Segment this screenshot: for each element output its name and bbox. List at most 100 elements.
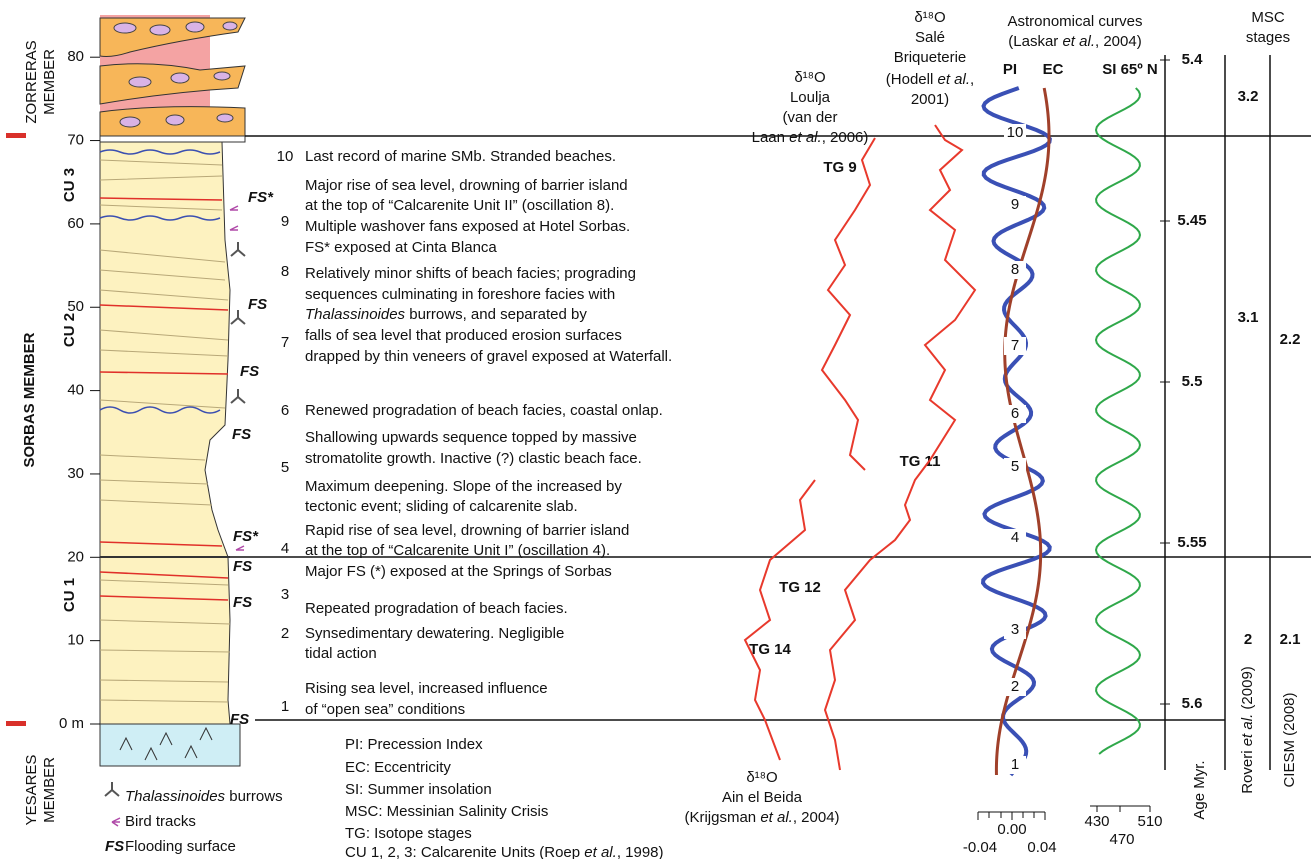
abbreviation-part: , 1998) — [617, 844, 664, 859]
isotope-header-part: (Krijgsman — [684, 809, 760, 826]
isotope-header-part: (Hodell — [886, 71, 938, 88]
isotope-header: (Hodell et al., — [886, 71, 974, 88]
member-label: YESARES — [23, 755, 40, 826]
event-number: 5 — [281, 459, 289, 476]
cycle-number: 4 — [1011, 529, 1019, 546]
pi-axis-label: 0.04 — [1027, 839, 1056, 856]
cycle-number-bg — [1004, 405, 1026, 423]
fs-label: FS — [233, 558, 252, 575]
isotope-stage: TG 12 — [779, 579, 821, 596]
event-text: Last record of marine SMb. Stranded beac… — [305, 148, 616, 165]
isotope-header: 2001) — [911, 91, 949, 108]
curve-name: EC — [1043, 61, 1064, 78]
yesares-column — [99, 723, 241, 767]
height-tick-label: 30 — [67, 465, 84, 482]
cycle-number: 9 — [1011, 196, 1019, 213]
event-text: Thalassinoides burrows, and separated by — [305, 306, 587, 323]
event-text: sequences culminating in foreshore facie… — [305, 286, 615, 303]
cycle-number: 8 — [1011, 261, 1019, 278]
astro-ref: (Laskar et al., 2004) — [1008, 33, 1141, 50]
legend-symbols — [104, 205, 246, 827]
cycle-number-bg — [1004, 621, 1026, 639]
isotope-header: Salé — [915, 29, 945, 46]
abbreviation: TG: Isotope stages — [345, 825, 472, 842]
member-label: MEMBER — [41, 757, 58, 823]
isotope-header-part: et al. — [937, 71, 970, 88]
isotope-header-part: , — [970, 71, 974, 88]
event-number: 9 — [281, 213, 289, 230]
isotope-header: δ¹⁸O — [794, 69, 825, 86]
msc-stage: 2.2 — [1280, 331, 1301, 348]
event-text-part: Thalassinoides — [305, 306, 406, 323]
abbreviation: SI: Summer insolation — [345, 781, 492, 798]
msc-stage: 2.1 — [1280, 631, 1301, 648]
fs-label: FS* — [248, 189, 274, 206]
loulja-curve — [820, 137, 876, 471]
member-boundary-marks — [6, 133, 26, 726]
event-text: falls of sea level that produced erosion… — [305, 327, 622, 344]
event-text: Synsedimentary dewatering. Negligible — [305, 625, 564, 642]
member-label: ZORRERAS — [23, 40, 40, 123]
isotope-header: (Krijgsman et al., 2004) — [684, 809, 839, 826]
fs-label: FS — [230, 711, 249, 728]
isotope-header: δ¹⁸O — [746, 769, 777, 786]
cycle-number-bg — [1004, 337, 1026, 355]
event-text: Rising sea level, increased influence — [305, 680, 548, 697]
isotope-header: Laan et al., 2006) — [752, 129, 869, 146]
event-text: at the top of “Calcarenite Unit II” (osc… — [305, 197, 614, 214]
event-text: at the top of “Calcarenite Unit I” (osci… — [305, 542, 610, 559]
msc-stage: 3.1 — [1238, 309, 1259, 326]
cycle-number-bg — [1004, 529, 1026, 547]
event-text: FS* exposed at Cinta Blanca — [305, 239, 497, 256]
event-text: Multiple washover fans exposed at Hotel … — [305, 218, 630, 235]
unit-label: CU 1 — [61, 578, 78, 612]
event-text: Renewed progradation of beach facies, co… — [305, 402, 663, 419]
cycle-number: 6 — [1011, 405, 1019, 422]
abbreviation: CU 1, 2, 3: Calcarenite Units (Roep et a… — [345, 844, 664, 859]
msc-stage: 3.2 — [1238, 88, 1259, 105]
cycle-number-bg — [1004, 756, 1026, 774]
msc-title: stages — [1246, 29, 1290, 46]
msc-ref-part: Roveri — [1239, 746, 1256, 794]
event-number: 8 — [281, 263, 289, 280]
event-text-part: burrows, and separated by — [405, 306, 587, 323]
astro-title: Astronomical curves — [1007, 13, 1142, 30]
fs-label: FS* — [233, 528, 259, 545]
curve-name: PI — [1003, 61, 1017, 78]
event-text: Maximum deepening. Slope of the increase… — [305, 478, 622, 495]
age-tick-label: 5.55 — [1177, 534, 1206, 551]
event-number: 10 — [277, 148, 294, 165]
fs-label: FS — [240, 363, 259, 380]
cycle-number-bg — [1004, 261, 1026, 279]
abbreviation: MSC: Messinian Salinity Crisis — [345, 803, 548, 820]
fs-label: FS — [232, 426, 251, 443]
event-text: of “open sea” conditions — [305, 701, 465, 718]
unit-label: CU 2 — [61, 313, 78, 347]
age-tick-label: 5.5 — [1182, 373, 1203, 390]
event-text: Rapid rise of sea level, drowning of bar… — [305, 522, 629, 539]
legend-text: Thalassinoides burrows — [125, 788, 283, 805]
msc-ref-part: (2009) — [1239, 666, 1256, 714]
event-text: tectonic event; sliding of calcarenite s… — [305, 498, 578, 515]
isotope-header: Briqueterie — [894, 49, 967, 66]
height-tick-label: 80 — [67, 48, 84, 65]
abbreviation-part: et al. — [584, 844, 617, 859]
event-number: 2 — [281, 625, 289, 642]
event-text: stromatolite growth. Inactive (?) clasti… — [305, 450, 642, 467]
msc-ref: Roveri et al. (2009) — [1239, 666, 1256, 794]
event-number: 3 — [281, 586, 289, 603]
ain-el-beida-curve — [743, 479, 816, 761]
unit-label: CU 3 — [61, 168, 78, 202]
isotope-stage: TG 9 — [823, 159, 856, 176]
height-tick-label: 60 — [67, 215, 84, 232]
abbreviation-part: CU 1, 2, 3: Calcarenite Units (Roep — [345, 844, 584, 859]
event-text: Major FS (*) exposed at the Springs of S… — [305, 563, 612, 580]
event-number: 1 — [281, 698, 289, 715]
si-axis-label: 470 — [1109, 831, 1134, 848]
legend-text-part: Thalassinoides — [125, 788, 226, 805]
isotope-header-part: et al. — [760, 809, 793, 826]
height-tick-label: 0 m — [59, 715, 84, 732]
msc-ref: CIESM (2008) — [1281, 692, 1298, 787]
cycle-number-bg — [1004, 124, 1026, 142]
